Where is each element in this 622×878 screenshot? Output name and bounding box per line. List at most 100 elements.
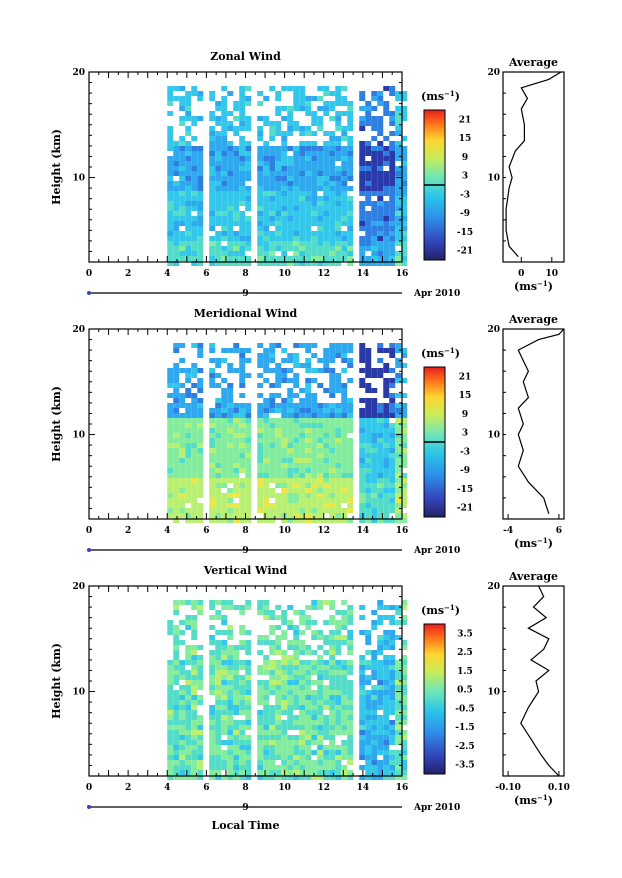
heatmap-cell	[383, 463, 390, 468]
heatmap-cell	[329, 171, 336, 176]
heatmap-cell	[293, 518, 300, 523]
heatmap-cell	[293, 745, 300, 750]
heatmap-cell	[329, 438, 336, 443]
heatmap-cell	[191, 680, 198, 685]
heatmap-cell	[275, 755, 282, 760]
heatmap-cell	[281, 216, 288, 221]
heatmap-cell	[335, 373, 342, 378]
heatmap-cell	[287, 645, 294, 650]
heatmap-cell	[365, 241, 372, 246]
heatmap-cell	[209, 705, 216, 710]
heatmap-cell	[323, 448, 330, 453]
heatmap-cell	[185, 473, 192, 478]
heatmap-cell	[311, 216, 318, 221]
heatmap-cell	[347, 508, 354, 513]
heatmap-cell	[305, 770, 312, 775]
heatmap-cell	[269, 740, 276, 745]
heatmap-cell	[323, 86, 330, 91]
heatmap-cell	[269, 438, 276, 443]
heatmap-cell	[221, 121, 228, 126]
heatmap-cell	[233, 730, 240, 735]
heatmap-cell	[269, 765, 276, 770]
heatmap-cell	[275, 408, 282, 413]
heatmap-cell	[245, 488, 252, 493]
heatmap-cell	[221, 398, 228, 403]
heatmap-cell	[233, 605, 240, 610]
heatmap-cell	[191, 226, 198, 231]
heatmap-cell	[287, 256, 294, 261]
heatmap-cell	[389, 156, 396, 161]
heatmap-cell	[323, 156, 330, 161]
heatmap-cell	[377, 640, 384, 645]
heatmap-cell	[221, 388, 228, 393]
heatmap-cell	[383, 448, 390, 453]
heatmap-cell	[323, 181, 330, 186]
heatmap-cell	[287, 710, 294, 715]
heatmap-cell	[269, 615, 276, 620]
heatmap-cell	[239, 463, 246, 468]
heatmap-cell	[323, 423, 330, 428]
heatmap-cell	[329, 261, 336, 266]
heatmap-cell	[281, 518, 288, 523]
heatmap-cell	[263, 705, 270, 710]
colorbar-tick-label: -3	[460, 190, 470, 200]
heatmap-cell	[371, 428, 378, 433]
heatmap-cell	[389, 635, 396, 640]
heatmap-cell	[329, 468, 336, 473]
heatmap-cell	[179, 503, 186, 508]
heatmap-cell	[383, 640, 390, 645]
heatmap-cell	[293, 735, 300, 740]
heatmap-cell	[305, 665, 312, 670]
heatmap-cell	[239, 428, 246, 433]
heatmap-cell	[395, 448, 402, 453]
heatmap-cell	[341, 428, 348, 433]
heatmap-cell	[389, 660, 396, 665]
heatmap-cell	[197, 513, 204, 518]
heatmap-cell	[335, 86, 342, 91]
heatmap-cell	[383, 488, 390, 493]
heatmap-cell	[389, 493, 396, 498]
heatmap-cell	[341, 745, 348, 750]
heatmap-cell	[395, 116, 402, 121]
heatmap-cell	[245, 690, 252, 695]
heatmap-cell	[239, 348, 246, 353]
heatmap-cell	[383, 413, 390, 418]
heatmap-cell	[215, 518, 222, 523]
heatmap-cell	[395, 710, 402, 715]
average-profile-line	[517, 328, 565, 514]
heatmap-cell	[371, 206, 378, 211]
heatmap-cell	[239, 91, 246, 96]
heatmap-cell	[395, 348, 402, 353]
heatmap-cell	[389, 171, 396, 176]
heatmap-cell	[185, 675, 192, 680]
heatmap-cell	[179, 745, 186, 750]
heatmap-cell	[167, 166, 174, 171]
heatmap-cell	[281, 171, 288, 176]
heatmap-cell	[347, 378, 354, 383]
heatmap-cell	[329, 211, 336, 216]
heatmap-cell	[167, 86, 174, 91]
heatmap-cell	[299, 730, 306, 735]
heatmap-cell	[377, 151, 384, 156]
heatmap-cell	[383, 720, 390, 725]
heatmap-cell	[173, 211, 180, 216]
heatmap-cell	[401, 151, 408, 156]
heatmap-cell	[401, 106, 408, 111]
heatmap-cell	[311, 171, 318, 176]
heatmap-cell	[401, 600, 408, 605]
heatmap-cell	[395, 393, 402, 398]
heatmap-cell	[317, 171, 324, 176]
y-axis-label: Height (km)	[50, 129, 63, 205]
heatmap-cell	[197, 700, 204, 705]
heatmap-cell	[323, 211, 330, 216]
heatmap-cell	[209, 146, 216, 151]
heatmap-cell	[179, 343, 186, 348]
heatmap-cell	[227, 363, 234, 368]
heatmap-cell	[335, 750, 342, 755]
heatmap-cell	[173, 650, 180, 655]
heatmap-cell	[269, 423, 276, 428]
heatmap-cell	[269, 775, 276, 780]
heatmap-cell	[299, 146, 306, 151]
heatmap-cell	[299, 126, 306, 131]
heatmap-cell	[221, 640, 228, 645]
